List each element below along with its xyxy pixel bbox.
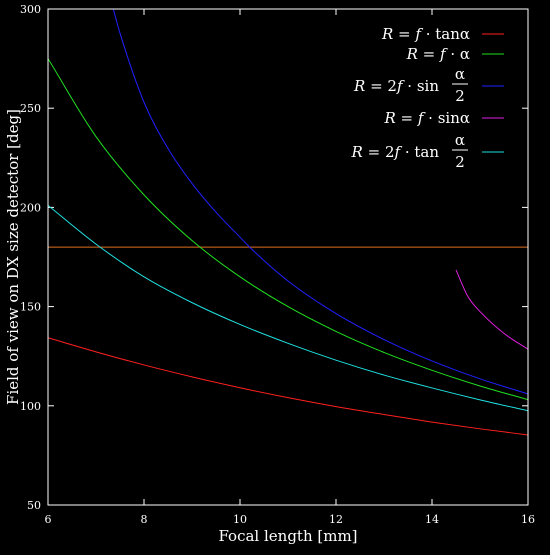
y-axis-label: Field of view on DX size detector [deg]	[4, 109, 22, 405]
svg-text:2: 2	[455, 87, 465, 105]
x-tick-label: 12	[329, 513, 343, 526]
x-tick-label: 8	[141, 513, 148, 526]
legend-entry-2: R = f · α	[406, 45, 504, 63]
svg-text:α: α	[455, 131, 465, 149]
legend-entry-4: R = f · sinα	[383, 109, 504, 127]
x-tick-label: 10	[233, 513, 247, 526]
series-line-2	[48, 58, 528, 401]
ticks-layer	[47, 8, 529, 506]
legend-entry-1: R = f · tanα	[381, 25, 504, 43]
x-axis-label: Focal length [mm]	[218, 527, 357, 545]
svg-text:R = 2f · sin: R = 2f · sin	[353, 77, 439, 95]
svg-text:2: 2	[455, 153, 465, 171]
plot-frame	[47, 8, 529, 506]
x-tick-label: 14	[425, 513, 439, 526]
series-line-1	[48, 337, 528, 436]
series-line-5	[48, 205, 528, 412]
y-tick-label: 200	[20, 201, 41, 214]
legend-entry-3: R = 2f · sin α 2	[353, 65, 504, 105]
y-tick-label: 100	[20, 400, 41, 413]
y-tick-label: 300	[20, 3, 41, 16]
svg-text:α: α	[455, 65, 465, 83]
svg-text:R = f · tanα: R = f · tanα	[381, 25, 470, 43]
legend: R = f · tanα R = f · α R = 2f · sin α 2 …	[351, 25, 504, 171]
x-tick-label: 6	[45, 513, 52, 526]
series-layer	[48, 9, 528, 436]
series-line-4	[455, 269, 528, 350]
y-tick-label: 150	[20, 301, 41, 314]
svg-text:R = f · sinα: R = f · sinα	[383, 109, 470, 127]
y-tick-label: 50	[27, 499, 41, 512]
legend-entry-5: R = 2f · tan α 2	[351, 131, 504, 171]
series-line-3	[112, 9, 528, 395]
tick-labels-layer: 6 8 10 12 14 16 50 100 150 200 250 300	[20, 3, 535, 526]
svg-text:R = 2f · tan: R = 2f · tan	[351, 143, 440, 161]
svg-text:R = f · α: R = f · α	[406, 45, 470, 63]
x-tick-label: 16	[521, 513, 535, 526]
y-tick-label: 250	[20, 102, 41, 115]
